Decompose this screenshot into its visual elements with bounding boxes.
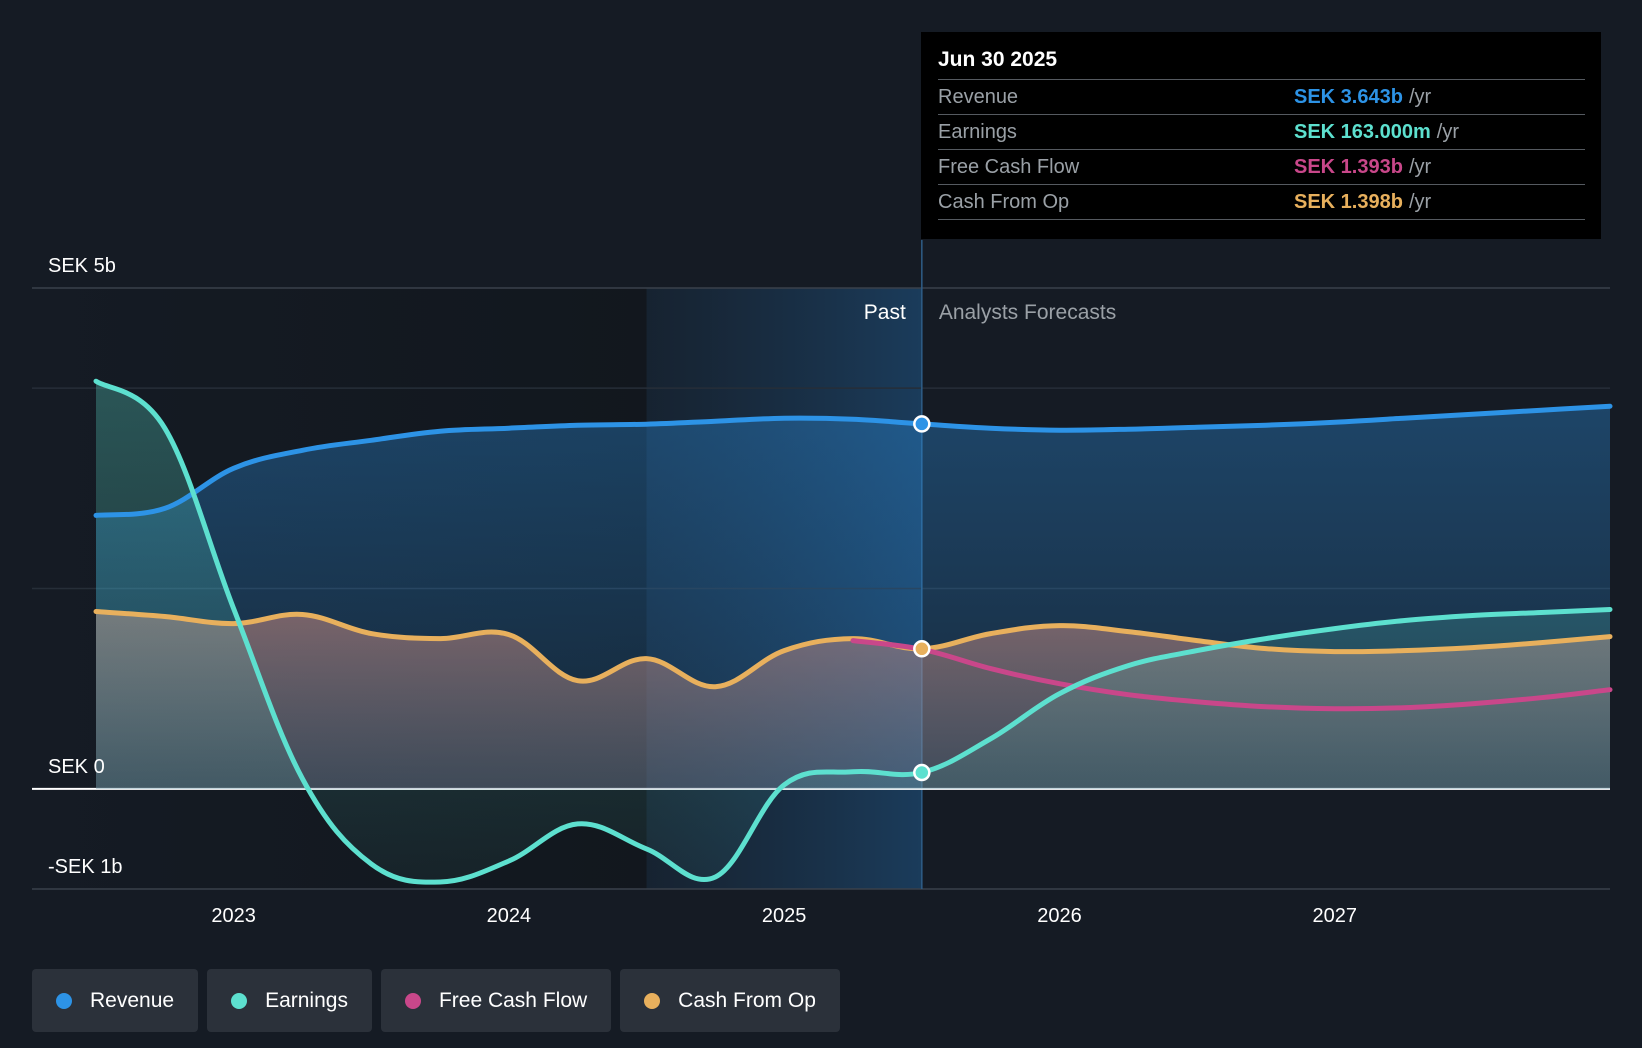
cash-from-op-marker	[913, 640, 931, 658]
tooltip-row-revenue: Revenue SEK 3.643b /yr	[938, 80, 1585, 115]
legend-label: Earnings	[265, 988, 348, 1012]
tooltip-label: Free Cash Flow	[938, 156, 1080, 178]
tooltip-unit: /yr	[1408, 86, 1432, 108]
past-label: Past	[864, 301, 906, 324]
tooltip-row-cash-from-op: Cash From Op SEK 1.398b /yr	[938, 185, 1585, 220]
tooltip-row-free-cash-flow: Free Cash Flow SEK 1.393b /yr	[938, 150, 1585, 185]
tooltip: Jun 30 2025 Revenue SEK 3.643b /yr Earni…	[921, 32, 1601, 239]
tooltip-unit: /yr	[1408, 191, 1432, 213]
y-tick-label: -SEK 1b	[48, 856, 122, 878]
x-tick-label: 2024	[487, 905, 532, 927]
legend-item-cash-from-op[interactable]: Cash From Op	[620, 969, 840, 1032]
legend-label: Revenue	[90, 988, 175, 1012]
free-cash-flow-dot-icon	[404, 992, 421, 1009]
legend-label: Free Cash Flow	[438, 988, 588, 1012]
tooltip-row-earnings: Earnings SEK 163.000m /yr	[938, 115, 1585, 150]
earnings-dot-icon	[231, 992, 248, 1009]
tooltip-value: SEK 1.398b	[1294, 191, 1403, 213]
tooltip-label: Earnings	[938, 121, 1017, 143]
tooltip-date: Jun 30 2025	[938, 46, 1585, 80]
x-tick-label: 2027	[1312, 905, 1357, 927]
legend-item-free-cash-flow[interactable]: Free Cash Flow	[380, 969, 612, 1032]
cash-from-op-line	[93, 609, 1613, 690]
tooltip-value: SEK 1.393b	[1294, 156, 1403, 178]
x-tick-label: 2023	[211, 905, 256, 927]
y-tick-label: SEK 0	[48, 756, 105, 778]
revenue-dot-icon	[56, 992, 72, 1009]
revenue-marker	[913, 415, 931, 433]
tooltip-unit: /yr	[1408, 156, 1432, 178]
tooltip-value: SEK 163.000m	[1294, 121, 1431, 143]
forecast-label: Analysts Forecasts	[939, 301, 1116, 324]
y-tick-label: SEK 5b	[48, 255, 116, 277]
cash-from-op-dot-icon	[644, 992, 661, 1009]
tooltip-label: Cash From Op	[938, 191, 1070, 213]
tooltip-value: SEK 3.643b	[1294, 86, 1403, 108]
legend-item-earnings[interactable]: Earnings	[207, 969, 372, 1032]
x-tick-label: 2025	[762, 905, 807, 927]
legend-label: Cash From Op	[678, 988, 816, 1012]
earnings-line	[93, 378, 1613, 885]
x-tick-label: 2026	[1037, 905, 1082, 927]
tooltip-unit: /yr	[1436, 121, 1459, 143]
legend: Revenue Earnings Free Cash Flow Cash Fro…	[32, 969, 849, 1032]
tooltip-label: Revenue	[938, 86, 1019, 108]
revenue-line	[93, 403, 1613, 518]
legend-item-revenue[interactable]: Revenue	[32, 969, 199, 1032]
earnings-marker	[913, 763, 931, 782]
earnings-area	[96, 381, 1610, 883]
free-cash-flow-line	[850, 638, 1613, 712]
